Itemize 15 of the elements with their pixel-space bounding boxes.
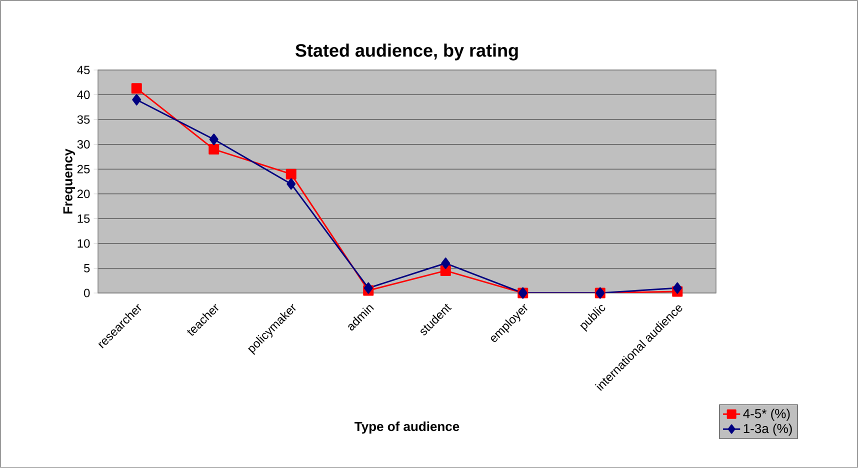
y-tick-label: 25 — [77, 164, 90, 174]
legend-label: 1-3a (%) — [744, 424, 792, 436]
y-tick-label: 10 — [78, 239, 90, 248]
x-axis-title: Type of audience — [354, 422, 460, 434]
y-tick-label: 30 — [77, 140, 90, 149]
chart-title: Stated audience, by rating — [295, 44, 518, 60]
legend-label: 4-5* (%) — [743, 408, 790, 421]
y-tick-label: 45 — [77, 66, 90, 74]
y-tick-label: 15 — [78, 214, 90, 223]
y-tick-label: 40 — [77, 90, 90, 100]
y-tick-label: 20 — [77, 190, 90, 198]
y-tick-label: 5 — [84, 264, 90, 272]
y-tick-label: 0 — [84, 288, 90, 298]
y-tick-label: 35 — [77, 115, 90, 124]
y-axis-title: Frequency — [63, 148, 75, 214]
